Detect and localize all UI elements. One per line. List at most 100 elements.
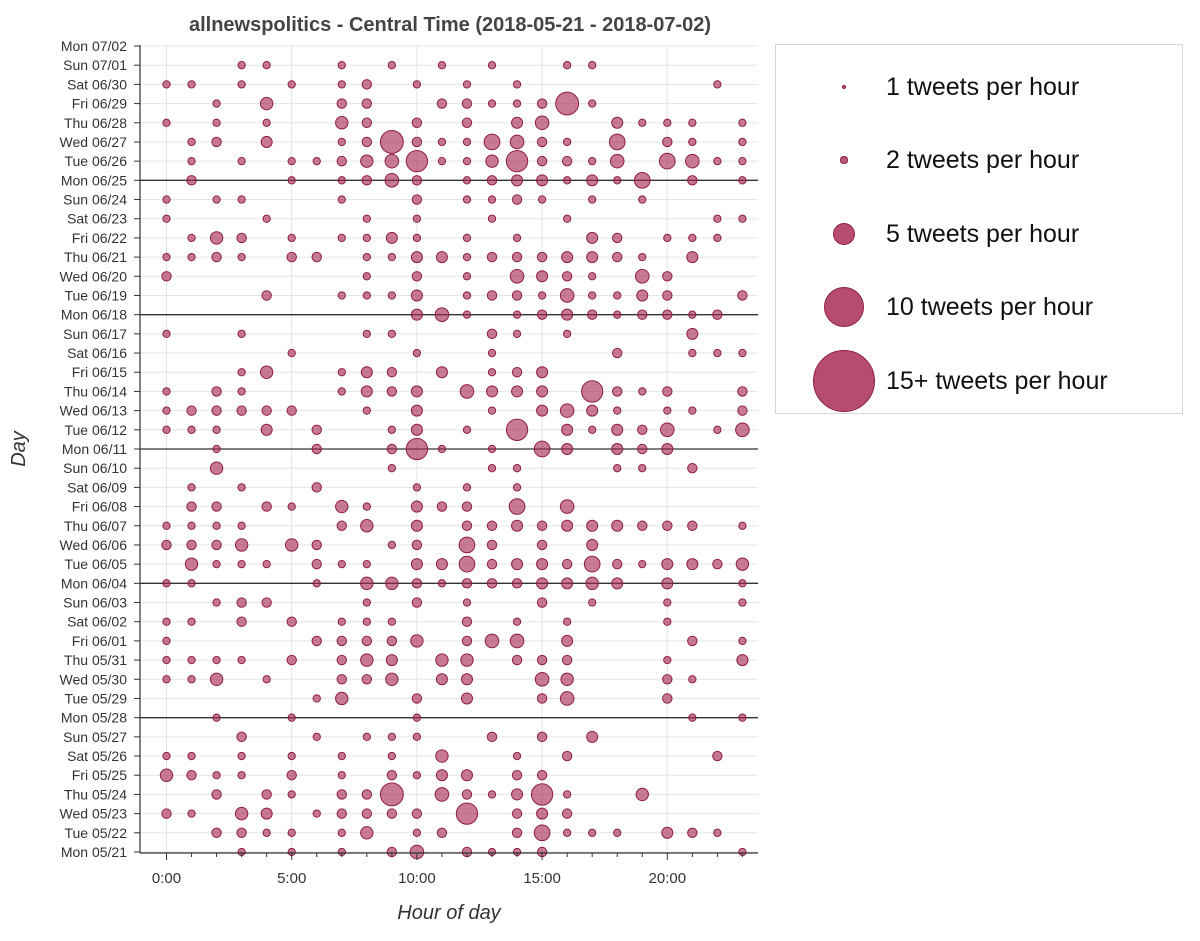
y-tick-label: Mon 06/04 (61, 575, 127, 591)
bubble (234, 538, 249, 552)
bubble (362, 406, 371, 415)
bubble (636, 289, 649, 302)
bubble (186, 539, 197, 551)
bubble (362, 272, 371, 281)
bubble (486, 520, 498, 531)
bubble (236, 597, 247, 608)
y-tick-label: Sat 06/02 (67, 614, 127, 630)
bubble (659, 422, 675, 438)
bubble (613, 828, 622, 837)
bubble (336, 155, 347, 167)
bubble (686, 558, 699, 571)
bubble (410, 634, 424, 648)
bubble (461, 501, 473, 512)
bubble (437, 137, 447, 147)
bubble (286, 251, 297, 263)
bubble (487, 348, 497, 358)
bubble (234, 806, 249, 821)
bubble (212, 425, 221, 434)
bubble (562, 617, 572, 626)
bubble (487, 790, 497, 799)
x-axis-title: Hour of day (397, 902, 501, 924)
bubble (530, 783, 554, 806)
bubble (586, 730, 599, 743)
bubble (486, 175, 498, 186)
bubble (509, 633, 525, 649)
y-tick-label: Tue 06/26 (64, 153, 127, 169)
bubble (286, 616, 297, 627)
bubble (662, 309, 673, 320)
bubble (663, 406, 672, 415)
bubble (287, 348, 296, 358)
bubble (362, 291, 371, 300)
bubble (511, 827, 523, 839)
bubble (737, 405, 748, 416)
bubble (410, 251, 423, 264)
bubble (412, 233, 422, 243)
bubble (262, 214, 271, 223)
bubble (436, 501, 448, 512)
bubble (237, 252, 246, 262)
bubble (688, 233, 697, 243)
bubble (187, 425, 196, 434)
bubble (662, 290, 673, 301)
bubble (613, 310, 622, 319)
bubble (410, 404, 423, 417)
bubble (287, 156, 296, 166)
bubble (613, 464, 622, 473)
bubble (559, 499, 575, 514)
bubble (212, 521, 221, 530)
bubble (462, 310, 472, 319)
bubble (187, 751, 196, 761)
bubble (461, 520, 473, 531)
bubble (362, 233, 371, 243)
bubble (738, 598, 747, 607)
bubble (384, 173, 400, 188)
bubble (462, 156, 472, 166)
y-tick-label: Fri 06/08 (72, 499, 127, 515)
bubble (512, 751, 522, 761)
bubble (737, 290, 748, 301)
bubble (312, 809, 321, 818)
bubble (536, 174, 549, 187)
bubble (312, 579, 321, 588)
bubble (262, 828, 271, 837)
bubble (663, 118, 672, 127)
y-tick-label: Sat 06/09 (67, 479, 127, 495)
bubble (536, 693, 548, 704)
bubble (536, 98, 548, 109)
bubble (361, 635, 373, 647)
bubble (187, 655, 196, 665)
bubble (209, 461, 224, 475)
bubble (437, 579, 447, 588)
bubble (262, 675, 271, 684)
bubble (186, 175, 197, 186)
legend-entry-1: 1 tweets per hour (776, 51, 1184, 121)
bubble (663, 655, 672, 665)
bubble (561, 423, 574, 436)
y-tick-label: Wed 06/20 (60, 268, 128, 284)
bubble (410, 423, 423, 436)
bubble (237, 771, 246, 780)
bubble (379, 130, 404, 154)
bubble (512, 99, 522, 108)
bubble (561, 808, 573, 819)
bubble (286, 770, 297, 781)
bubble (387, 291, 397, 300)
bubble (511, 808, 523, 819)
x-tick-label: 5:00 (277, 870, 306, 887)
bubble (212, 195, 221, 204)
bubble (261, 501, 272, 512)
bubble (738, 521, 747, 530)
bubble (410, 289, 423, 302)
bubble (262, 559, 271, 569)
bubble (162, 195, 171, 204)
bubble (434, 787, 450, 802)
bubble (460, 653, 474, 667)
bubble (487, 368, 497, 377)
bubble (486, 385, 499, 398)
bubble (738, 713, 747, 722)
bubble (487, 406, 497, 415)
bubble (512, 464, 522, 473)
y-tick-label: Tue 06/05 (64, 556, 127, 572)
